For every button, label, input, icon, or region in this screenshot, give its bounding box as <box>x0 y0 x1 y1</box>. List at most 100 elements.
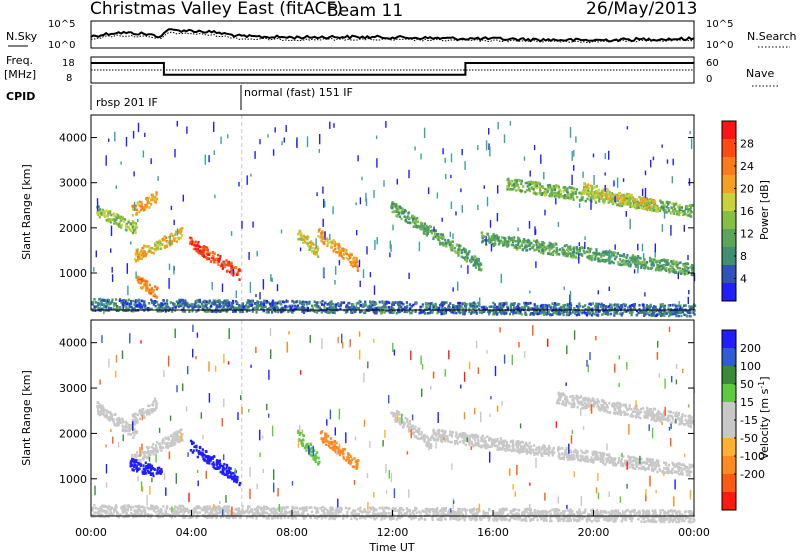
range-cell <box>686 207 689 210</box>
range-cell <box>442 312 445 316</box>
range-cell <box>437 233 440 236</box>
range-cell <box>178 229 181 233</box>
noise-cell <box>535 261 537 268</box>
range-cell <box>165 244 168 247</box>
range-cell <box>569 254 572 258</box>
range-cell <box>338 453 341 457</box>
range-cell <box>603 199 606 203</box>
range-cell <box>150 195 154 199</box>
range-cell <box>387 306 390 309</box>
range-cell <box>271 311 274 314</box>
range-cell <box>569 252 572 255</box>
range-cell <box>251 310 254 313</box>
range-cell <box>605 309 608 312</box>
range-cell <box>197 244 200 248</box>
noise-cell <box>461 205 463 213</box>
range-cell <box>122 299 125 303</box>
range-cell <box>563 188 566 191</box>
range-cell <box>177 237 181 240</box>
range-cell <box>535 243 538 247</box>
range-cell <box>143 283 146 286</box>
range-cell <box>594 310 597 314</box>
range-cell <box>132 415 135 418</box>
noise-cell <box>644 170 647 176</box>
range-cell <box>320 311 323 314</box>
range-cell <box>578 191 581 195</box>
y-tick-label: 2000 <box>59 222 87 235</box>
nave-tick-top: 60 <box>706 58 719 69</box>
range-cell <box>638 256 641 260</box>
range-cell <box>544 303 547 307</box>
range-cell <box>496 311 499 315</box>
range-cell <box>658 267 661 270</box>
range-cell <box>645 309 648 313</box>
range-cell <box>206 461 209 465</box>
range-cell <box>539 189 542 192</box>
range-cell <box>656 268 659 272</box>
range-cell <box>512 310 515 314</box>
range-cell <box>213 303 216 306</box>
range-cell <box>313 300 316 303</box>
range-cell <box>419 305 422 309</box>
range-cell <box>617 261 620 264</box>
range-cell <box>529 186 532 189</box>
range-cell <box>685 262 688 265</box>
range-cell <box>175 436 178 439</box>
range-cell <box>144 279 147 283</box>
range-cell <box>623 310 626 313</box>
range-cell <box>166 302 169 306</box>
noise-cell <box>420 153 422 160</box>
range-cell <box>147 307 150 310</box>
range-cell <box>226 261 229 265</box>
range-cell <box>515 243 518 247</box>
range-cell <box>527 306 530 309</box>
range-cell <box>311 246 314 250</box>
range-cell <box>337 245 340 248</box>
noise-cell <box>176 120 178 127</box>
range-cell <box>488 305 491 309</box>
range-cell <box>647 305 650 308</box>
range-cell <box>679 261 682 264</box>
range-cell <box>130 309 133 313</box>
noise-cell <box>173 265 175 275</box>
range-cell <box>225 470 228 474</box>
range-cell <box>639 309 642 313</box>
range-cell <box>254 306 257 309</box>
range-cell <box>298 433 301 436</box>
noise-cell <box>485 140 488 151</box>
range-cell <box>109 414 112 418</box>
range-cell <box>529 183 532 186</box>
range-cell <box>643 310 646 313</box>
range-cell <box>685 309 689 313</box>
range-cell <box>568 186 571 189</box>
range-cell <box>625 310 628 313</box>
range-cell <box>213 463 216 466</box>
range-cell <box>576 195 579 199</box>
range-cell <box>138 277 141 281</box>
range-cell <box>106 302 109 306</box>
range-cell <box>442 235 445 239</box>
noise-cell <box>270 274 272 282</box>
range-cell <box>142 457 145 460</box>
range-cell <box>158 309 161 313</box>
noise-cell <box>249 281 252 293</box>
range-cell <box>372 310 375 314</box>
range-cell <box>427 303 430 307</box>
range-cell <box>217 263 220 266</box>
noise-cell <box>569 126 572 138</box>
range-cell <box>474 302 477 306</box>
range-cell <box>219 310 222 313</box>
range-cell <box>477 264 480 267</box>
range-cell <box>133 303 136 306</box>
range-cell <box>424 312 427 315</box>
noise-cell <box>671 176 673 184</box>
range-cell <box>641 310 644 314</box>
range-cell <box>215 305 218 308</box>
noise-cell <box>329 121 331 129</box>
range-cell <box>232 299 235 303</box>
range-cell <box>518 239 521 243</box>
range-cell <box>481 239 484 243</box>
range-cell <box>190 238 194 241</box>
range-cell <box>423 310 426 313</box>
range-cell <box>168 307 172 310</box>
